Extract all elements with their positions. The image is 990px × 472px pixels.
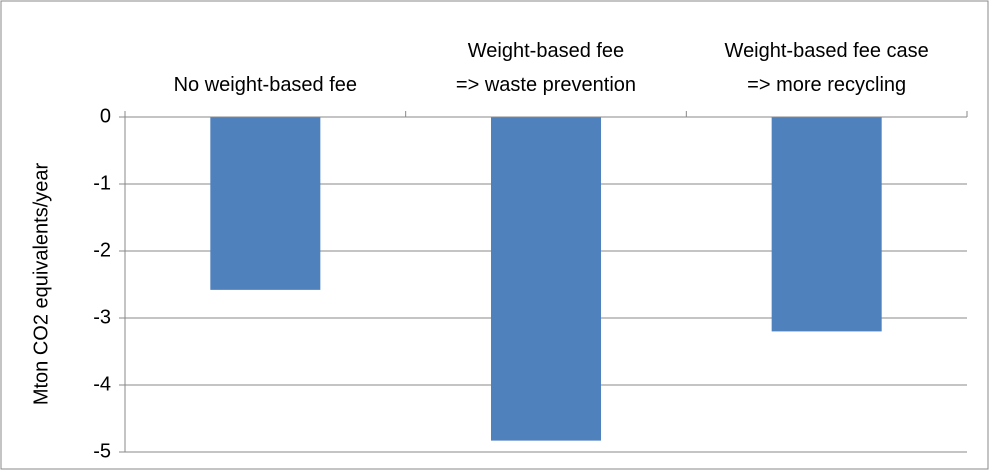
y-tick-label: -2 <box>93 239 111 261</box>
y-tick-label: -4 <box>93 373 111 395</box>
y-tick-label: -3 <box>93 306 111 328</box>
y-tick-label: 0 <box>100 105 111 127</box>
y-axis-label: Mton CO2 equivalents/year <box>30 162 52 405</box>
y-tick-label: -5 <box>93 440 111 462</box>
x-tick-label: No weight-based fee <box>173 74 358 96</box>
x-tick-label: Weight-based fee => waste prevention <box>455 40 637 96</box>
bar <box>490 117 602 441</box>
y-tick-label: -1 <box>93 172 111 194</box>
x-tick-label: Weight-based fee case => more recycling <box>724 40 929 96</box>
bar <box>771 117 882 332</box>
bar <box>210 117 321 290</box>
